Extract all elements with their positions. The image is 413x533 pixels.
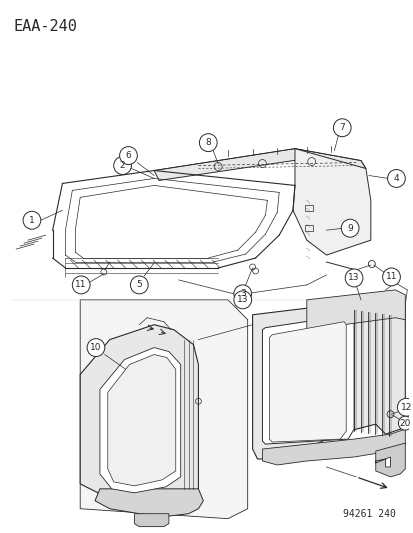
Polygon shape (134, 514, 169, 527)
Text: 13: 13 (347, 273, 359, 282)
Text: 13: 13 (236, 295, 248, 304)
Polygon shape (80, 325, 198, 507)
Text: 2: 2 (119, 161, 125, 170)
Text: 3: 3 (239, 289, 245, 298)
Circle shape (233, 291, 251, 309)
Text: 7: 7 (339, 123, 344, 132)
Polygon shape (95, 489, 203, 516)
Text: 5: 5 (136, 280, 142, 289)
Text: EAA-240: EAA-240 (13, 19, 77, 34)
Polygon shape (262, 429, 404, 465)
Text: 94261 240: 94261 240 (342, 508, 394, 519)
Circle shape (72, 276, 90, 294)
Bar (304, 225, 312, 231)
Polygon shape (80, 300, 247, 519)
Text: 1: 1 (29, 216, 35, 225)
Circle shape (340, 219, 358, 237)
Polygon shape (100, 348, 180, 493)
Polygon shape (269, 322, 345, 442)
Bar (304, 205, 312, 211)
Circle shape (114, 157, 131, 174)
Circle shape (87, 338, 104, 357)
Text: 4: 4 (393, 174, 398, 183)
Polygon shape (107, 354, 176, 486)
Text: 6: 6 (125, 151, 131, 160)
Circle shape (382, 268, 399, 286)
Circle shape (130, 276, 148, 294)
Circle shape (23, 211, 41, 229)
Circle shape (396, 398, 413, 416)
Circle shape (233, 285, 251, 303)
Text: 10: 10 (90, 343, 102, 352)
Circle shape (199, 134, 216, 151)
Polygon shape (262, 315, 353, 444)
Polygon shape (252, 300, 404, 459)
Text: 11: 11 (75, 280, 87, 289)
Polygon shape (154, 149, 365, 181)
Circle shape (332, 119, 350, 136)
Text: 9: 9 (347, 224, 352, 233)
Text: 12: 12 (400, 403, 411, 412)
Polygon shape (375, 443, 404, 477)
Text: 8: 8 (205, 138, 211, 147)
Polygon shape (306, 290, 404, 330)
Circle shape (119, 147, 137, 165)
Polygon shape (292, 149, 370, 255)
Text: 11: 11 (385, 272, 396, 281)
Text: 20: 20 (399, 419, 410, 427)
Circle shape (344, 269, 362, 287)
Circle shape (387, 169, 404, 188)
Circle shape (397, 416, 411, 430)
